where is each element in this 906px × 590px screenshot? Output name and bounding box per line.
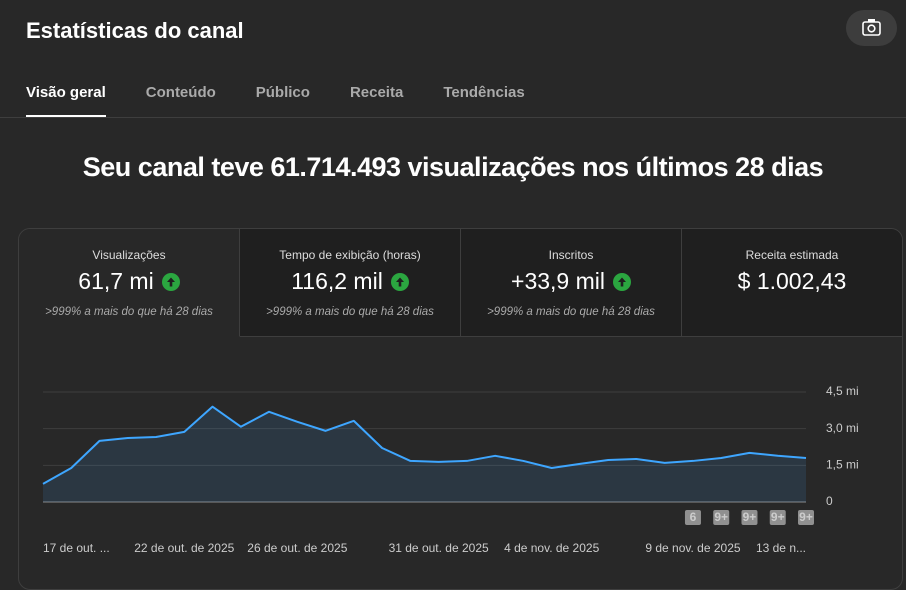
metric-card[interactable]: Tempo de exibição (horas) 116,2 mil >999% … bbox=[240, 229, 461, 337]
x-tick-label: 4 de nov. de 2025 bbox=[504, 541, 600, 555]
event-badge bbox=[798, 510, 814, 525]
trend-up-icon bbox=[612, 272, 631, 291]
camera-icon bbox=[862, 19, 881, 36]
trend-up-icon bbox=[390, 272, 409, 291]
metric-value: $ 1.002,43 bbox=[737, 268, 847, 294]
event-badge bbox=[741, 510, 758, 525]
headline: Seu canal teve 61.714.493 visualizações … bbox=[82, 152, 824, 182]
metric-value-row: 61,7 mi bbox=[19, 268, 239, 295]
metric-card[interactable]: Visualizações 61,7 mi >999% a mais do que … bbox=[19, 229, 240, 337]
event-badge-label: 9+ bbox=[743, 510, 757, 524]
stats-card: Visualizações 61,7 mi >999% a mais do que … bbox=[18, 228, 903, 590]
metric-comparison: >999% a mais do que há 28 dias bbox=[266, 306, 434, 318]
x-tick-label: 13 de n... bbox=[756, 541, 806, 555]
x-tick-label: 26 de out. de 2025 bbox=[247, 541, 347, 555]
event-badge-label: 9+ bbox=[771, 510, 785, 524]
event-badge bbox=[684, 510, 701, 525]
event-badge bbox=[713, 510, 730, 525]
metric-label: Tempo de exibição (horas) bbox=[279, 248, 421, 262]
y-tick-label: 4,5 mi bbox=[826, 384, 859, 398]
metric-value-row: $ 1.002,43 bbox=[682, 268, 902, 295]
metric-value: +33,9 mil bbox=[511, 268, 605, 294]
event-badge-label: 9+ bbox=[714, 510, 728, 524]
x-tick-label: 22 de out. de 2025 bbox=[134, 541, 234, 555]
metric-label: Inscritos bbox=[548, 248, 594, 262]
y-tick-label: 0 bbox=[826, 494, 833, 508]
metric-value: 61,7 mi bbox=[78, 268, 154, 294]
tab[interactable]: Receita bbox=[349, 84, 404, 101]
tab-bar: Visão geral Conteúdo Público Receita Tendênc… bbox=[26, 84, 525, 117]
tab[interactable]: Tendências bbox=[443, 84, 525, 101]
chart: 0 1,5 mi 3,0 mi 4,5 mi 17 de out. ... 22 de o… bbox=[42, 384, 859, 555]
metric-comparison: >999% a mais do que há 28 dias bbox=[487, 306, 655, 318]
metric-value: 116,2 mil bbox=[291, 268, 383, 294]
metric-cells: Visualizações 61,7 mi >999% a mais do que … bbox=[19, 229, 902, 337]
metric-comparison: >999% a mais do que há 28 dias bbox=[45, 306, 213, 318]
metric-card[interactable]: Inscritos +33,9 mil >999% a mais do que há… bbox=[461, 229, 682, 337]
area bbox=[43, 406, 806, 502]
event-badge-label: 6 bbox=[690, 510, 697, 524]
trend-up-icon bbox=[161, 272, 180, 291]
x-tick-label: 9 de nov. de 2025 bbox=[645, 541, 741, 555]
tab[interactable]: Público bbox=[255, 84, 310, 101]
metric-label: Receita estimada bbox=[745, 248, 839, 262]
divider bbox=[0, 117, 906, 118]
line bbox=[42, 405, 807, 485]
y-tick-label: 1,5 mi bbox=[826, 458, 859, 472]
tab[interactable]: Conteúdo bbox=[145, 84, 216, 101]
screenshot-button[interactable] bbox=[846, 10, 897, 46]
metric-card[interactable]: Receita estimada $ 1.002,43 bbox=[682, 229, 902, 337]
metric-label: Visualizações bbox=[92, 248, 166, 262]
metric-value-row: 116,2 mil bbox=[240, 268, 460, 295]
x-tick-label: 31 de out. de 2025 bbox=[389, 541, 489, 555]
event-badge-label: 9+ bbox=[799, 510, 813, 524]
y-tick-label: 3,0 mi bbox=[826, 421, 859, 435]
event-badge bbox=[769, 510, 786, 525]
tab[interactable]: Visão geral bbox=[26, 84, 106, 117]
x-tick-label: 17 de out. ... bbox=[43, 541, 110, 555]
metric-value-row: +33,9 mil bbox=[461, 268, 681, 295]
page-title: Estatísticas do canal bbox=[26, 18, 244, 43]
